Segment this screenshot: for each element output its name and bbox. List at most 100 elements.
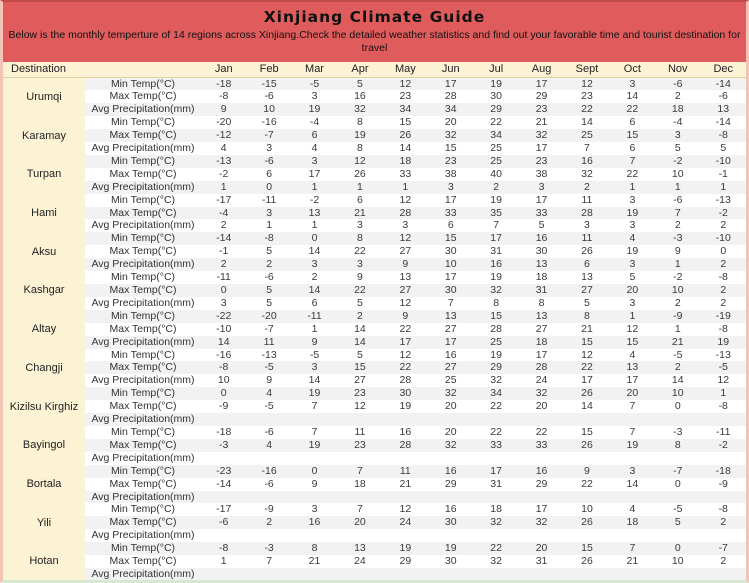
value-cell: 22	[354, 284, 366, 296]
value-cell: 18	[535, 271, 548, 284]
value-cell: 22	[626, 167, 639, 180]
value-cell: 2	[674, 90, 681, 103]
metric-label: Min Temp(°C)	[110, 154, 176, 167]
value-cell: 2	[311, 271, 318, 284]
value-cell: -5	[264, 400, 274, 413]
value-cell	[655, 529, 700, 542]
value-cell: 18	[535, 335, 548, 348]
value-cell: 32	[490, 374, 502, 387]
value-cell: -14	[715, 77, 731, 90]
value-cell	[564, 413, 609, 426]
metric-label: Max Temp(°C)	[109, 438, 177, 451]
table-row: Max Temp(°C) -8 -5 3 15 22 27 29 28 22 13 2 -5	[3, 361, 746, 375]
metric-label: Min Temp(°C)	[110, 116, 176, 129]
region-name: Kizilsu Kirghiz	[3, 387, 85, 426]
value-cell: 4	[220, 142, 227, 155]
value-cell: 1	[629, 180, 636, 193]
value-cell: 32	[354, 103, 366, 116]
value-cell: 22	[581, 477, 593, 490]
value-cell: 11	[263, 335, 275, 348]
value-cell: 28	[399, 438, 412, 451]
value-cell: 8	[674, 438, 681, 451]
value-cell: 19	[444, 542, 457, 555]
value-cell: 8	[493, 296, 500, 309]
metric-label: Max Temp(°C)	[109, 322, 177, 335]
value-cell: 22	[399, 322, 412, 335]
table-row: Avg Precipitation(mm) 2 2 3 3 9 10 16 13 6 3 1 2	[3, 258, 746, 272]
value-cell: 9	[584, 464, 590, 477]
value-cell	[201, 491, 246, 504]
metric-label: Avg Precipitation(mm)	[91, 258, 195, 271]
value-cell: 6	[584, 258, 590, 271]
value-cell: -8	[219, 542, 229, 555]
value-cell: 14	[671, 374, 684, 387]
table-row: Changji Min Temp(°C) -16 -13 -5 5 12 16 19 17 12 4-…	[3, 348, 746, 388]
value-cell: 32	[444, 438, 457, 451]
value-cell: -9	[673, 309, 683, 322]
value-cell: 15	[399, 116, 412, 129]
metric-label: Max Temp(°C)	[109, 555, 177, 568]
value-cell: 1	[674, 258, 681, 271]
value-cell	[700, 491, 746, 504]
value-cell: 3	[311, 90, 318, 103]
value-cell: -5	[673, 348, 683, 361]
value-cell	[383, 413, 428, 426]
value-cell: 31	[490, 477, 502, 490]
value-cell: 19	[308, 387, 321, 400]
metric-label: Max Temp(°C)	[109, 245, 177, 258]
value-cell: 13	[626, 361, 639, 374]
value-cell	[655, 491, 700, 504]
value-cell: 17	[444, 271, 457, 284]
table-row: Bayingol Min Temp(°C) -18 -6 7 11 16 20 22 22 15 7 -…	[3, 425, 746, 465]
metric-label: Avg Precipitation(mm)	[91, 142, 195, 155]
region-name: Urumqi	[3, 77, 85, 117]
month-header-aug: Aug	[518, 62, 565, 78]
value-cell: 12	[717, 374, 730, 387]
value-cell: 5	[629, 271, 636, 284]
value-cell	[700, 568, 746, 580]
month-header-dec: Dec	[700, 62, 746, 78]
value-cell	[292, 491, 337, 504]
value-cell: 33	[444, 206, 457, 219]
value-cell: 2	[266, 516, 273, 529]
value-cell: 22	[490, 425, 502, 438]
value-cell: 1	[311, 322, 318, 335]
region-name: Turpan	[3, 154, 85, 194]
value-cell: 13	[535, 258, 548, 271]
value-cell: 13	[444, 309, 457, 322]
value-cell: 29	[444, 477, 457, 490]
value-cell	[564, 491, 609, 504]
value-cell: -11	[716, 425, 731, 438]
value-cell: 28	[444, 90, 457, 103]
value-cell: 2	[266, 258, 273, 271]
metric-label: Min Temp(°C)	[110, 425, 176, 438]
value-cell	[610, 529, 655, 542]
value-cell: 13	[308, 206, 321, 219]
value-cell: 19	[490, 271, 502, 284]
value-cell: 13	[581, 271, 593, 284]
value-cell: 25	[490, 154, 502, 167]
value-cell: 29	[535, 477, 548, 490]
value-cell	[428, 452, 473, 465]
value-cell: 32	[490, 555, 502, 568]
value-cell: 20	[626, 284, 639, 296]
value-cell	[246, 413, 291, 426]
value-cell: 14	[308, 374, 321, 387]
value-cell: -8	[718, 271, 728, 284]
header-banner: Xinjiang Climate Guide Below is the mont…	[3, 2, 746, 62]
value-cell: 31	[535, 284, 548, 296]
value-cell: 19	[399, 400, 412, 413]
value-cell: 19	[308, 103, 321, 116]
month-header-jan: Jan	[201, 62, 247, 78]
value-cell	[473, 568, 518, 580]
value-cell: 3	[629, 219, 636, 232]
value-cell: 21	[626, 555, 639, 568]
value-cell: 3	[674, 129, 681, 142]
metric-label: Avg Precipitation(mm)	[91, 180, 195, 193]
table-row: Max Temp(°C) -3 4 19 23 28 32 33 33 26 19 8 -2	[3, 438, 746, 452]
value-cell: -16	[261, 116, 277, 129]
value-cell: 35	[490, 206, 502, 219]
value-cell: 26	[581, 516, 593, 529]
region-name: Altay	[3, 309, 85, 349]
value-cell: 30	[444, 555, 457, 568]
